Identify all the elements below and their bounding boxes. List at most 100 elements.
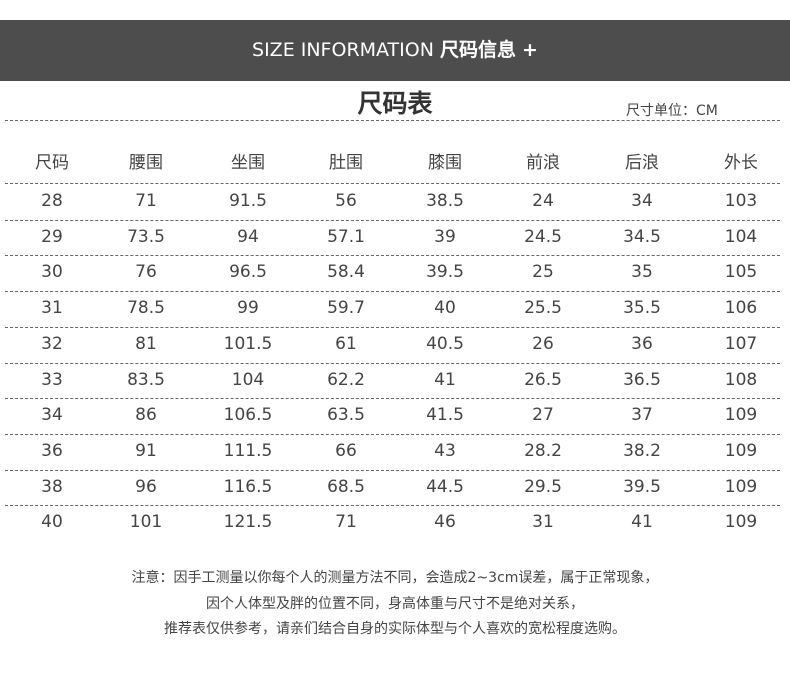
row-divider <box>5 255 780 257</box>
table-row: 30 76 96.5 58.4 39.5 25 35 105 <box>0 255 790 290</box>
column-header: 膝围 <box>428 153 462 173</box>
table-cell: 24 <box>532 191 554 211</box>
table-cell: 39.5 <box>623 476 661 497</box>
table-cell: 111.5 <box>223 440 273 461</box>
banner-plus: + <box>522 39 538 61</box>
table-row: 29 73.5 94 57.1 39 24.5 34.5 104 <box>0 220 790 255</box>
row-divider <box>5 398 780 400</box>
table-cell: 32 <box>41 333 63 354</box>
table-cell: 35 <box>631 262 653 283</box>
table-cell: 41 <box>631 512 653 533</box>
table-cell: 58.4 <box>327 262 365 283</box>
table-cell: 104 <box>724 226 758 247</box>
table-cell: 71 <box>335 512 357 533</box>
notes: 注意：因手工测量以你每个人的测量方法不同，会造成2~3cm误差，属于正常现象， … <box>0 566 790 643</box>
column-header: 肚围 <box>329 153 363 173</box>
table-cell: 81 <box>135 333 157 354</box>
table-cell: 27 <box>532 405 554 426</box>
table-cell: 106 <box>724 298 758 319</box>
table-cell: 34 <box>41 405 63 426</box>
table-cell: 31 <box>532 512 554 533</box>
table-cell: 109 <box>724 476 758 497</box>
table-cell: 36 <box>41 440 63 461</box>
table-cell: 101 <box>129 512 163 533</box>
table-cell: 31 <box>41 298 63 319</box>
table-cell: 109 <box>724 405 758 426</box>
table-row: 40 101 121.5 71 46 31 41 109 <box>0 505 790 540</box>
column-header: 后浪 <box>625 153 659 173</box>
table-cell: 25.5 <box>524 298 562 319</box>
table-cell: 40 <box>434 298 456 319</box>
table-cell: 57.1 <box>327 226 365 247</box>
table-cell: 56 <box>335 191 357 211</box>
table-cell: 36 <box>631 333 653 354</box>
table-cell: 24.5 <box>524 226 562 247</box>
row-divider <box>5 362 780 364</box>
table-cell: 63.5 <box>327 405 365 426</box>
table-cell: 83.5 <box>127 369 165 390</box>
table-row: 31 78.5 99 59.7 40 25.5 35.5 106 <box>0 291 790 326</box>
table-cell: 28.2 <box>524 440 562 461</box>
table-cell: 78.5 <box>127 298 165 319</box>
table-row: 28 71 91.5 56 38.5 24 34 103 <box>0 184 790 219</box>
table-cell: 61 <box>335 333 357 354</box>
table-row: 33 83.5 104 62.2 41 26.5 36.5 108 <box>0 363 790 398</box>
row-divider <box>5 505 780 507</box>
table-header: 尺码 腰围 坐围 肚围 膝围 前浪 后浪 外长 <box>0 146 790 181</box>
table-row: 38 96 116.5 68.5 44.5 29.5 39.5 109 <box>0 470 790 505</box>
unit-label: 尺寸单位：CM <box>626 103 718 119</box>
table-cell: 26.5 <box>524 369 562 390</box>
divider <box>5 120 780 121</box>
divider <box>5 183 780 184</box>
table-cell: 41 <box>434 369 456 390</box>
note-line: 推荐表仅供参考，请亲们结合自身的实际体型与个人喜欢的宽松程度选购。 <box>164 621 626 637</box>
table-row: 36 91 111.5 66 43 28.2 38.2 109 <box>0 434 790 469</box>
row-divider <box>5 291 780 293</box>
column-header: 前浪 <box>526 153 560 173</box>
table-cell: 36.5 <box>623 369 661 390</box>
table-cell: 99 <box>237 298 259 319</box>
table-cell: 94 <box>237 226 259 247</box>
table-cell: 104 <box>231 369 265 390</box>
table-cell: 26 <box>532 333 554 354</box>
table-cell: 38.2 <box>623 440 661 461</box>
size-information-banner: SIZE INFORMATION 尺码信息 + <box>0 20 790 81</box>
table-cell: 107 <box>724 333 758 354</box>
table-cell: 96.5 <box>229 262 267 283</box>
table-cell: 68.5 <box>327 476 365 497</box>
table-cell: 109 <box>724 440 758 461</box>
table-cell: 44.5 <box>426 476 464 497</box>
table-cell: 106.5 <box>223 405 273 426</box>
column-header: 坐围 <box>231 153 265 173</box>
table-cell: 76 <box>135 262 157 283</box>
table-cell: 116.5 <box>223 476 273 497</box>
table-cell: 96 <box>135 476 157 497</box>
table-cell: 121.5 <box>223 512 273 533</box>
table-cell: 35.5 <box>623 298 661 319</box>
table-cell: 46 <box>434 512 456 533</box>
page-title: 尺码表 <box>357 89 433 118</box>
table-cell: 91.5 <box>229 191 267 211</box>
table-cell: 25 <box>532 262 554 283</box>
table-row: 32 81 101.5 61 40.5 26 36 107 <box>0 327 790 362</box>
table-cell: 103 <box>724 191 758 211</box>
table-cell: 105 <box>724 262 758 283</box>
table-cell: 34 <box>631 191 653 211</box>
table-cell: 59.7 <box>327 298 365 319</box>
row-divider <box>5 433 780 435</box>
column-header: 尺码 <box>35 153 69 173</box>
table-cell: 109 <box>724 512 758 533</box>
note-line: 注意：因手工测量以你每个人的测量方法不同，会造成2~3cm误差，属于正常现象， <box>131 570 659 586</box>
table-cell: 39 <box>434 226 456 247</box>
row-divider <box>5 326 780 328</box>
table-cell: 101.5 <box>223 333 273 354</box>
table-cell: 39.5 <box>426 262 464 283</box>
banner-chinese: 尺码信息 <box>439 39 516 61</box>
table-cell: 29.5 <box>524 476 562 497</box>
note-line: 因个人体型及胖的位置不同，身高体重与尺寸不是绝对关系， <box>206 595 584 612</box>
column-header: 外长 <box>724 153 758 173</box>
table-cell: 66 <box>335 440 357 461</box>
table-cell: 91 <box>135 440 157 461</box>
table-cell: 38.5 <box>426 191 464 211</box>
